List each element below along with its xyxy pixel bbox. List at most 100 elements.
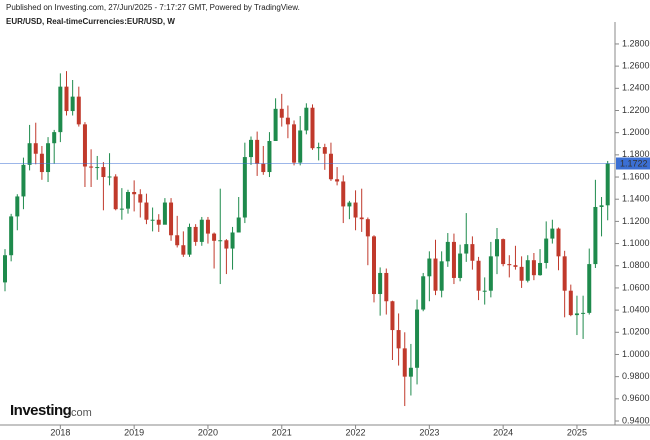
candle-body xyxy=(415,309,420,368)
candle-body xyxy=(341,181,346,207)
candle-body xyxy=(156,219,161,225)
candle-body xyxy=(538,262,543,276)
candle-body xyxy=(488,256,493,291)
candle-body xyxy=(372,236,376,295)
candle-body xyxy=(132,192,137,195)
candle-body xyxy=(513,265,518,267)
candle-body xyxy=(76,96,81,125)
candle-body xyxy=(199,219,204,242)
y-tick-label: 0.9600 xyxy=(622,393,650,403)
candle-body xyxy=(255,139,260,164)
candle-body xyxy=(605,163,610,206)
x-tick-label: 2024 xyxy=(493,427,513,437)
y-tick-label: 1.1400 xyxy=(622,194,650,204)
candle-body xyxy=(550,228,555,239)
candle-body xyxy=(470,244,475,261)
candle-body xyxy=(169,202,174,236)
candle-body xyxy=(568,290,573,316)
candle-body xyxy=(9,216,14,256)
candle-body xyxy=(464,244,469,254)
last-price-label: 1.1722 xyxy=(620,158,648,168)
candle-body xyxy=(101,167,106,178)
candle-body xyxy=(353,202,358,218)
candle-body xyxy=(285,117,290,125)
candle-body xyxy=(138,194,143,203)
candle-body xyxy=(476,260,481,291)
candle-body xyxy=(3,255,7,283)
y-tick-label: 1.1800 xyxy=(622,149,650,159)
candle-body xyxy=(193,226,198,242)
x-tick-label: 2020 xyxy=(198,427,218,437)
candle-body xyxy=(249,139,253,158)
candle-body xyxy=(236,217,241,233)
candle-body xyxy=(445,241,450,262)
candle-body xyxy=(39,153,44,173)
x-tick-label: 2019 xyxy=(124,427,144,437)
candle-body xyxy=(365,219,370,237)
published-note: Published on Investing.com, 27/Jun/2025 … xyxy=(6,3,300,12)
y-tick-label: 1.2400 xyxy=(622,83,650,93)
candle-body xyxy=(581,312,586,314)
candle-body xyxy=(70,96,75,112)
candle-body xyxy=(599,205,604,207)
y-tick-label: 1.2800 xyxy=(622,38,650,48)
candle-body xyxy=(58,86,63,133)
candle-body xyxy=(95,167,100,169)
candle-body xyxy=(82,124,87,167)
candle-body xyxy=(322,147,327,154)
candle-body xyxy=(205,219,210,234)
candle-body xyxy=(593,206,598,265)
candle-body xyxy=(390,301,395,331)
candle-body xyxy=(562,256,567,291)
candle-body xyxy=(273,108,278,141)
candle-body xyxy=(15,196,20,217)
candle-body xyxy=(218,240,223,242)
candle-body xyxy=(162,202,167,225)
candle-body xyxy=(451,241,456,278)
y-tick-label: 0.9800 xyxy=(622,371,650,381)
candle-body xyxy=(531,260,536,276)
x-tick-label: 2018 xyxy=(50,427,70,437)
candle-body xyxy=(439,261,444,291)
candle-body xyxy=(316,147,321,149)
candle-body xyxy=(267,140,272,173)
candle-body xyxy=(113,176,118,210)
candle-body xyxy=(279,108,284,118)
candle-body xyxy=(384,272,389,302)
candle-body xyxy=(33,143,38,154)
candle-body xyxy=(427,258,432,277)
candle-body xyxy=(304,107,309,131)
candle-body xyxy=(64,86,69,112)
candle-body xyxy=(507,264,512,266)
candle-body xyxy=(230,232,235,249)
candle-body xyxy=(298,130,303,163)
candle-body xyxy=(46,143,51,173)
candle-body xyxy=(310,107,315,149)
candle-body xyxy=(347,202,352,207)
x-tick-label: 2025 xyxy=(567,427,587,437)
candle-body xyxy=(21,164,26,197)
candle-body xyxy=(261,163,266,173)
candle-body xyxy=(402,348,407,377)
y-tick-label: 1.0800 xyxy=(622,260,650,270)
candle-body xyxy=(458,253,463,278)
candle-body xyxy=(175,235,180,246)
candle-body xyxy=(501,239,506,265)
candle-body xyxy=(212,233,217,241)
candle-body xyxy=(187,226,192,255)
candle-body xyxy=(27,143,32,165)
y-tick-label: 1.2600 xyxy=(622,61,650,71)
candle-body xyxy=(525,260,530,281)
candle-body xyxy=(396,330,401,349)
last-price-box xyxy=(616,157,650,170)
candle-body xyxy=(181,245,186,255)
chart-title: EUR/USD, Real-timeCurrencies:EUR/USD, W xyxy=(6,17,175,26)
candle-body xyxy=(328,153,333,180)
candle-body xyxy=(587,264,592,313)
candle-body xyxy=(119,208,124,210)
y-tick-label: 1.0600 xyxy=(622,282,650,292)
candle-body xyxy=(544,238,549,263)
y-tick-label: 1.1000 xyxy=(622,238,650,248)
